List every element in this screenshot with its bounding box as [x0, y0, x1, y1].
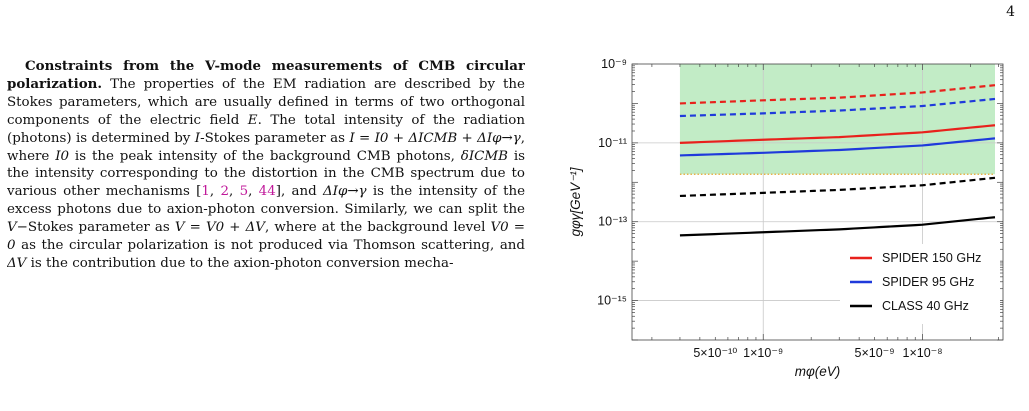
citation-link[interactable]: 1 — [201, 184, 210, 200]
citation-link[interactable]: 5 — [239, 184, 249, 200]
y-tick-label: 10⁻¹⁵ — [597, 294, 627, 308]
math-symbol: V — [7, 220, 17, 236]
text-run: is the intensity corresponding to the di… — [7, 148, 525, 200]
x-axis-label: mφ(eV) — [795, 364, 841, 379]
text-run: , where — [7, 130, 525, 164]
section-heading: Constraints from the V-mode measurements… — [7, 58, 525, 92]
math-equation: V = V0 + ΔV — [174, 220, 265, 236]
x-tick-label: 1×10⁻⁸ — [903, 346, 943, 360]
text-run: ], and — [275, 184, 323, 200]
text-run: as the circular polarization is not prod… — [15, 238, 525, 254]
y-tick-label: 10⁻⁹ — [601, 57, 627, 71]
coupling-chart: 5×10⁻¹⁰ 1×10⁻⁹ 5×10⁻⁹ 1×10⁻⁸ 10⁻⁹ 10⁻¹¹ 10⁻¹³ 1… — [568, 57, 1004, 379]
math-equation: V0 = 0 — [7, 220, 525, 254]
math-equation: I = I0 + ΔICMB + ΔIφ→γ — [349, 130, 521, 146]
plot-frame — [631, 63, 1004, 341]
x-tick-label: 5×10⁻¹⁰ — [693, 346, 737, 360]
x-tick-label: 1×10⁻⁹ — [743, 346, 783, 360]
legend-label: CLASS 40 GHz — [882, 299, 969, 313]
math-symbol: E — [247, 112, 258, 128]
text-run: . The total intensity of the radiation (… — [7, 112, 525, 146]
page-number: 4 — [1006, 4, 1015, 20]
series-line-dashed — [679, 176, 996, 198]
series-line — [679, 124, 996, 144]
shaded-region — [679, 64, 995, 175]
text-run: The properties of the EM radiation are d… — [7, 76, 525, 128]
series-line-dashed — [679, 97, 996, 118]
y-tick-label: 10⁻¹³ — [598, 215, 627, 229]
legend-label: SPIDER 150 GHz — [882, 251, 981, 265]
math-symbol: ΔIφ→γ — [322, 184, 367, 200]
text-run: is the contribution due to the axion-pho… — [26, 255, 454, 271]
math-symbol: δICMB — [460, 148, 508, 164]
body-paragraph: Constraints from the V-mode measurements… — [7, 58, 525, 271]
text-run: −Stokes parameter as — [16, 220, 175, 236]
series-line — [679, 137, 996, 157]
text-run: is the intensity of the excess photons d… — [7, 184, 525, 218]
text-run: -Stokes parameter as — [200, 130, 350, 146]
y-tick-label: 10⁻¹¹ — [598, 136, 627, 150]
citation-link[interactable]: 2 — [220, 184, 230, 200]
series-line — [679, 216, 996, 237]
x-tick-label: 5×10⁻⁹ — [855, 346, 895, 360]
y-axis-label: gφγ[GeV⁻¹] — [568, 166, 583, 236]
math-symbol: I — [194, 130, 201, 146]
series-line-dashed — [679, 84, 996, 105]
citation-link[interactable]: 44 — [258, 184, 276, 200]
legend-label: SPIDER 95 GHz — [882, 275, 974, 289]
text-run: , where at the background level — [264, 220, 491, 236]
math-symbol: I0 — [55, 148, 70, 164]
math-symbol: ΔV — [7, 255, 27, 271]
figure: 5×10⁻¹⁰ 1×10⁻⁹ 5×10⁻⁹ 1×10⁻⁸ 10⁻⁹ 10⁻¹¹ 10⁻¹³ 1… — [540, 46, 1029, 411]
text-run: is the peak intensity of the background … — [69, 148, 461, 164]
text-column: Constraints from the V-mode measurements… — [7, 58, 525, 411]
